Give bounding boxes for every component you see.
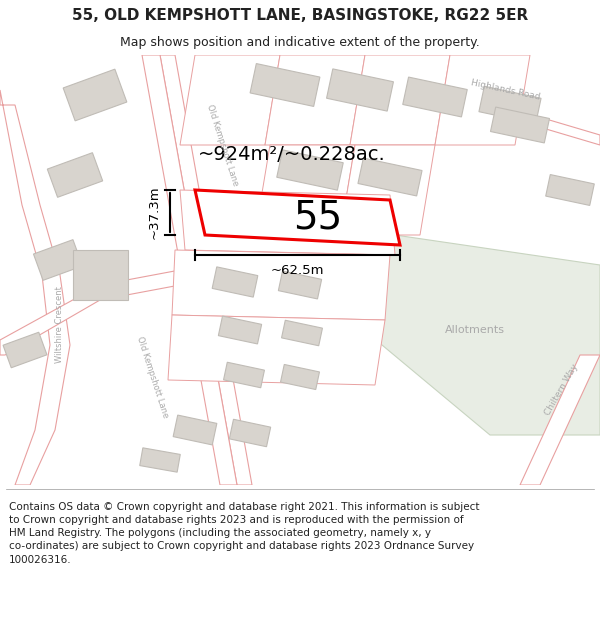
Polygon shape xyxy=(47,152,103,198)
Polygon shape xyxy=(140,448,180,472)
Polygon shape xyxy=(180,190,395,255)
Polygon shape xyxy=(281,364,319,389)
Polygon shape xyxy=(403,77,467,117)
Polygon shape xyxy=(479,86,541,124)
Polygon shape xyxy=(160,55,252,485)
Polygon shape xyxy=(0,90,70,485)
Text: Old Kempshott Lane: Old Kempshott Lane xyxy=(205,103,239,187)
Text: Allotments: Allotments xyxy=(445,325,505,335)
Polygon shape xyxy=(63,69,127,121)
Polygon shape xyxy=(250,64,320,106)
Polygon shape xyxy=(212,267,258,297)
Polygon shape xyxy=(435,55,530,145)
Polygon shape xyxy=(172,250,390,320)
Polygon shape xyxy=(73,250,128,300)
Polygon shape xyxy=(340,145,435,235)
Polygon shape xyxy=(520,355,600,485)
Polygon shape xyxy=(326,69,394,111)
Polygon shape xyxy=(281,320,322,346)
Polygon shape xyxy=(34,239,83,281)
Polygon shape xyxy=(195,190,400,245)
Text: Map shows position and indicative extent of the property.: Map shows position and indicative extent… xyxy=(120,36,480,49)
Text: Highlands Road: Highlands Road xyxy=(470,78,541,102)
Polygon shape xyxy=(278,271,322,299)
Polygon shape xyxy=(0,270,200,355)
Polygon shape xyxy=(3,332,47,367)
Polygon shape xyxy=(173,415,217,445)
Polygon shape xyxy=(168,315,385,385)
Text: Wiltshire Crescent: Wiltshire Crescent xyxy=(56,286,65,363)
Text: Contains OS data © Crown copyright and database right 2021. This information is : Contains OS data © Crown copyright and d… xyxy=(9,502,479,564)
Polygon shape xyxy=(491,107,550,143)
Polygon shape xyxy=(358,158,422,196)
Polygon shape xyxy=(224,362,265,388)
Text: 55, OLD KEMPSHOTT LANE, BASINGSTOKE, RG22 5ER: 55, OLD KEMPSHOTT LANE, BASINGSTOKE, RG2… xyxy=(72,8,528,23)
Polygon shape xyxy=(142,55,237,485)
Polygon shape xyxy=(350,55,450,145)
Polygon shape xyxy=(546,174,594,206)
Polygon shape xyxy=(265,55,365,145)
Text: Chiltern Way: Chiltern Way xyxy=(544,362,580,418)
Polygon shape xyxy=(330,55,600,145)
Polygon shape xyxy=(180,55,280,145)
Text: ~37.3m: ~37.3m xyxy=(148,186,161,239)
Polygon shape xyxy=(229,419,271,447)
Polygon shape xyxy=(277,150,343,190)
Text: ~62.5m: ~62.5m xyxy=(271,264,324,278)
Text: ~924m²/~0.228ac.: ~924m²/~0.228ac. xyxy=(198,146,386,164)
Polygon shape xyxy=(218,316,262,344)
Text: 55: 55 xyxy=(293,199,342,236)
Polygon shape xyxy=(340,235,600,435)
Text: Old Kempshott Lane: Old Kempshott Lane xyxy=(134,335,169,419)
Polygon shape xyxy=(255,145,355,235)
